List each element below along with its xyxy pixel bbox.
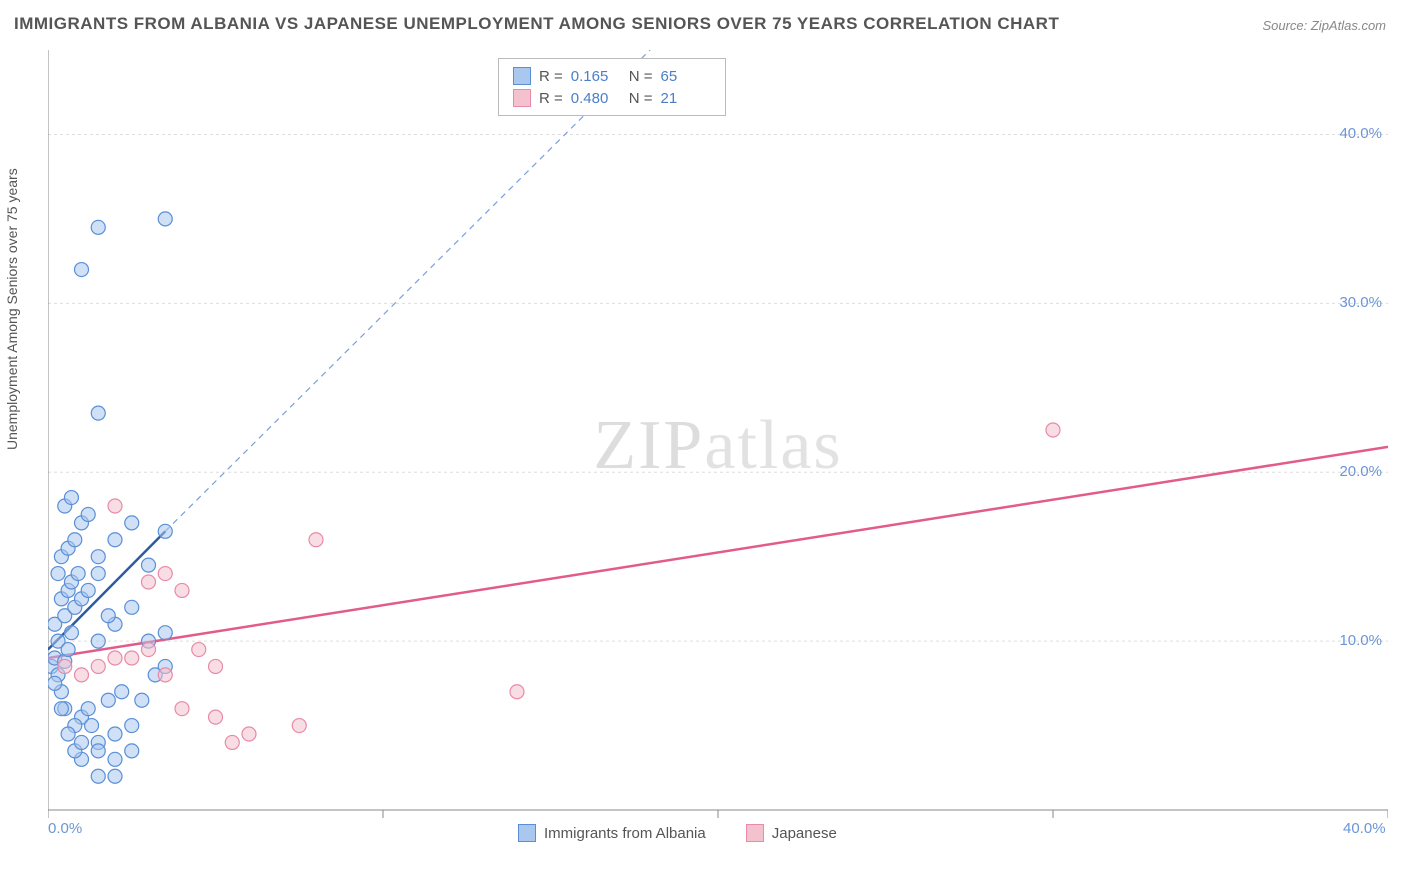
legend-series: Immigrants from Albania Japanese (518, 824, 837, 842)
legend-row: R = 0.480 N = 21 (513, 87, 711, 109)
legend-swatch (513, 89, 531, 107)
legend-swatch (513, 67, 531, 85)
legend-swatch (746, 824, 764, 842)
y-tick-label: 30.0% (1339, 294, 1382, 311)
legend-series-item: Immigrants from Albania (518, 824, 706, 842)
legend-n-label: N = (629, 90, 653, 107)
legend-r-label: R = (539, 68, 563, 85)
legend-series-item: Japanese (746, 824, 837, 842)
legend-n-label: N = (629, 68, 653, 85)
legend-swatch (518, 824, 536, 842)
legend-row: R = 0.165 N = 65 (513, 65, 711, 87)
y-tick-label: 10.0% (1339, 632, 1382, 649)
legend-series-label: Japanese (772, 825, 837, 842)
legend-r-value: 0.165 (571, 68, 621, 85)
y-axis-label: Unemployment Among Seniors over 75 years (4, 168, 20, 450)
legend-r-value: 0.480 (571, 90, 621, 107)
y-tick-label: 40.0% (1339, 125, 1382, 142)
legend-n-value: 65 (661, 68, 711, 85)
legend-n-value: 21 (661, 90, 711, 107)
chart-title: IMMIGRANTS FROM ALBANIA VS JAPANESE UNEM… (14, 14, 1059, 34)
y-tick-label: 20.0% (1339, 463, 1382, 480)
x-tick-label: 0.0% (48, 820, 82, 837)
legend-r-label: R = (539, 90, 563, 107)
x-tick-label: 40.0% (1343, 820, 1386, 837)
legend-series-label: Immigrants from Albania (544, 825, 706, 842)
chart-area: ZIPatlas R =0.165N =65R =0.480N =21 Immi… (48, 50, 1388, 842)
scatter-plot (48, 50, 1388, 842)
source-label: Source: ZipAtlas.com (1262, 18, 1386, 33)
legend-correlation: R = 0.165 N = 65 R = 0.480 N = 21 (498, 58, 726, 116)
